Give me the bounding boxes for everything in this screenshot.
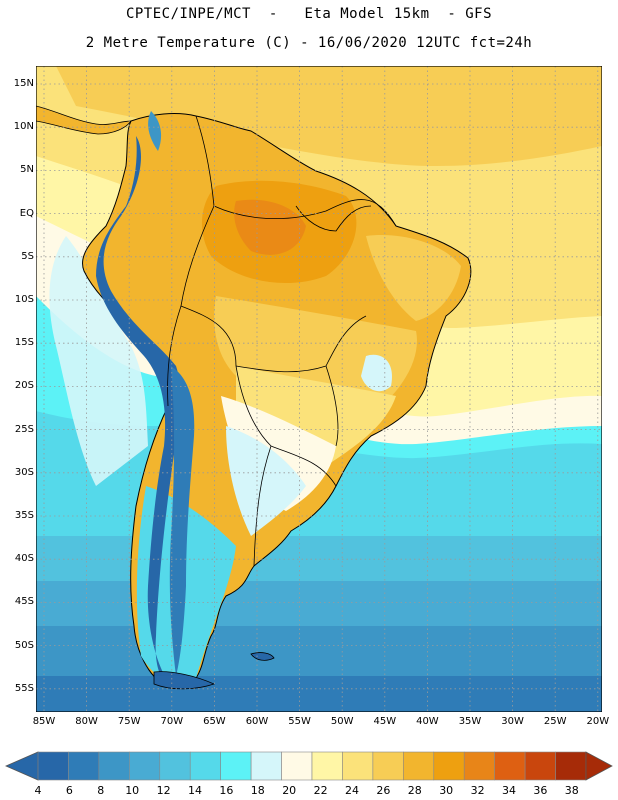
colorbar-swatch (524, 751, 556, 781)
longitude-label: 75W (117, 716, 141, 727)
colorbar-swatch (281, 751, 313, 781)
longitude-label: 85W (32, 716, 56, 727)
latitude-label: 5S (21, 250, 34, 262)
colorbar-low-arrow (5, 751, 39, 781)
colorbar (5, 751, 613, 781)
andes-cold-spine (96, 136, 181, 686)
colorbar-value-label: 24 (345, 784, 359, 797)
colorbar-swatch (372, 751, 404, 781)
falkland-islands (250, 652, 275, 661)
colorbar-value-label: 34 (502, 784, 516, 797)
colorbar-value-label: 32 (470, 784, 485, 797)
temperature-map (36, 66, 602, 712)
longitude-label: 35W (458, 716, 482, 727)
latitude-label: 10S (14, 294, 34, 305)
longitude-label: 55W (288, 716, 311, 727)
colorbar-value-label: 6 (65, 784, 73, 797)
colorbar-swatch (98, 751, 130, 781)
colorbar-swatch (311, 751, 343, 781)
colorbar-value-label: 22 (313, 784, 328, 797)
colorbar-swatch (433, 751, 465, 781)
longitude-label: 25W (543, 716, 567, 727)
argentina-cool-region (226, 426, 306, 536)
colorbar-value-label: 12 (156, 784, 171, 797)
tierra-del-fuego (153, 671, 216, 690)
colorbar-swatch (463, 751, 495, 781)
colorbar-value-label: 26 (376, 784, 391, 797)
colorbar-swatch (403, 751, 435, 781)
colorbar-swatch (250, 751, 282, 781)
colorbar-swatch (129, 751, 161, 781)
latitude-label: 30S (14, 466, 34, 478)
colorbar-swatch (189, 751, 221, 781)
pacific-cool-strip (49, 236, 148, 486)
latitude-label: 5N (20, 164, 34, 176)
colorbar-swatch (68, 751, 100, 781)
latitude-label: 45S (14, 596, 34, 608)
colorbar-swatch (37, 751, 69, 781)
colorbar-value-label: 10 (125, 784, 140, 797)
longitude-label: 70W (160, 716, 184, 727)
longitude-label: 65W (203, 716, 226, 727)
longitude-label: 40W (416, 716, 439, 727)
latitude-label: 10N (13, 121, 34, 133)
colorbar-value-label: 14 (188, 784, 202, 797)
brazil-highlands-cool (361, 354, 392, 392)
chart-title-line1: CPTEC/INPE/MCT - Eta Model 15km - GFS (125, 6, 493, 22)
colorbar-swatch (220, 751, 252, 781)
longitude-label: 80W (75, 716, 98, 727)
colorbar-high-arrow (585, 751, 613, 781)
colorbar-value-label: 4 (34, 784, 42, 797)
northern-andes-highlands (148, 111, 162, 151)
colorbar-swatch (159, 751, 191, 781)
latitude-label: 50S (14, 639, 34, 651)
ocean-band-26 (56, 66, 602, 166)
colorbar-swatch (555, 751, 587, 781)
colorbar-swatch (494, 751, 526, 781)
latitude-label: 15N (13, 78, 34, 89)
longitude-label: 20W (586, 716, 610, 727)
colorbar-swatch (342, 751, 374, 781)
colorbar-value-label: 20 (282, 784, 297, 797)
latitude-label: 35S (14, 510, 34, 521)
colorbar-value-label: 28 (407, 784, 422, 797)
latitude-label: 25S (14, 423, 34, 435)
colorbar-value-label: 38 (564, 784, 579, 797)
longitude-label: 50W (330, 716, 354, 727)
colorbar-value-label: 16 (219, 784, 234, 797)
colorbar-value-label: 18 (250, 784, 265, 797)
longitude-label: 30W (501, 716, 524, 727)
southern-andes-region (169, 366, 195, 676)
chart-title-line2: 2 Metre Temperature (C) - 16/06/2020 12U… (85, 35, 533, 51)
latitude-label: EQ (19, 207, 34, 219)
colorbar-value-label: 36 (533, 784, 548, 797)
latitude-label: 15S (14, 337, 34, 349)
latitude-label: 40S (14, 553, 34, 565)
central-america (36, 105, 132, 135)
longitude-label: 45W (373, 716, 397, 727)
colorbar-value-label: 30 (439, 784, 454, 797)
latitude-label: 20S (14, 380, 34, 392)
pampas-mild-region (221, 396, 336, 511)
country-borders (167, 115, 397, 567)
colorbar-value-label: 8 (97, 784, 105, 797)
latitude-label: 55S (14, 682, 34, 694)
longitude-label: 60W (245, 716, 269, 727)
